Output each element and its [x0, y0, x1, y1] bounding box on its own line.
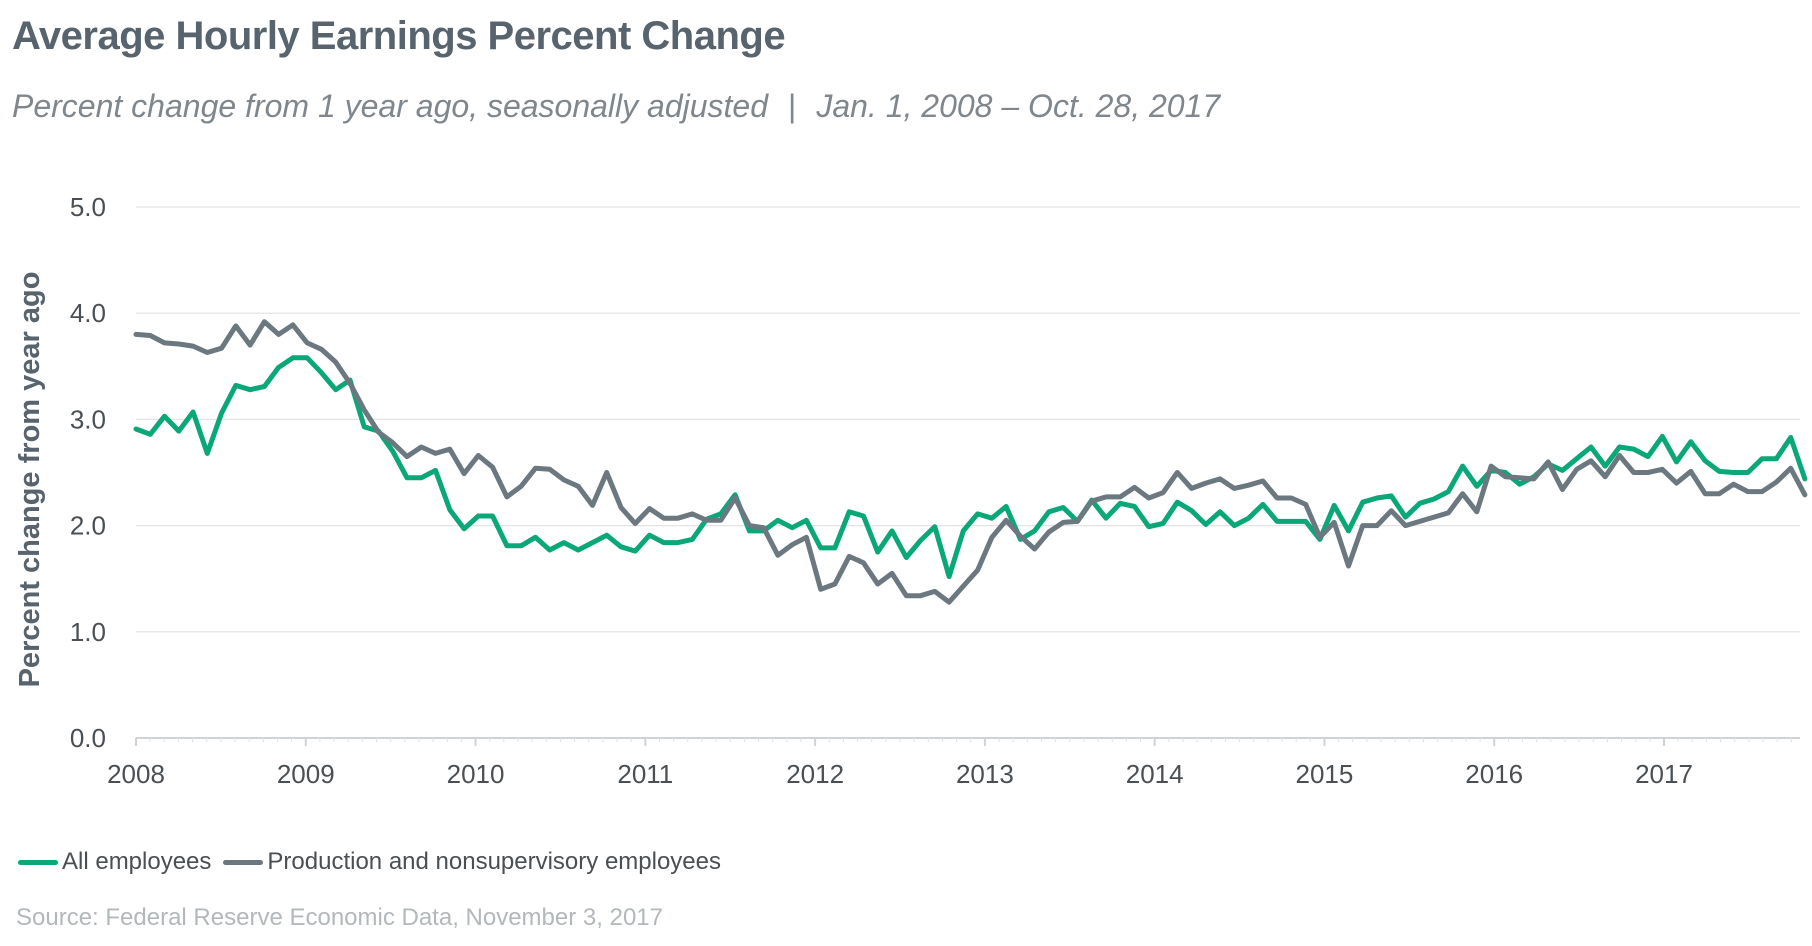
x-tick-label: 2014	[1126, 759, 1184, 789]
legend-item-all-employees[interactable]: All employees	[18, 848, 211, 876]
series-line-production-employees	[133, 319, 1808, 605]
y-tick-label: 2.0	[70, 511, 106, 541]
y-tick-label: 5.0	[70, 192, 106, 222]
legend-swatch-production-employees	[223, 859, 264, 865]
y-tick-label: 0.0	[70, 723, 106, 753]
chart-subtitle: Percent change from 1 year ago, seasonal…	[12, 88, 1220, 125]
y-axis-label: Percent change from year ago	[14, 272, 46, 688]
chart-title: Average Hourly Earnings Percent Change	[12, 14, 786, 58]
subtitle-date-range: Jan. 1, 2008 – Oct. 28, 2017	[816, 88, 1221, 124]
x-tick-label: 2008	[107, 759, 165, 789]
x-tick-label: 2009	[277, 759, 335, 789]
x-tick-label: 2017	[1635, 759, 1693, 789]
legend-label-production-employees: Production and nonsupervisory employees	[267, 848, 722, 875]
x-tick-label: 2016	[1465, 759, 1523, 789]
subtitle-description: Percent change from 1 year ago, seasonal…	[12, 88, 769, 124]
y-tick-label: 3.0	[70, 404, 106, 434]
legend-label-all-employees: All employees	[62, 848, 212, 875]
legend-swatch-all-employees	[18, 859, 58, 865]
series-line-all-employees	[133, 355, 1808, 580]
x-tick-label: 2013	[956, 759, 1014, 789]
y-tick-label: 4.0	[70, 298, 106, 328]
x-tick-label: 2010	[447, 759, 505, 789]
legend-item-production-employees[interactable]: Production and nonsupervisory employees	[223, 848, 721, 876]
source-note: Source: Federal Reserve Economic Data, N…	[16, 904, 663, 931]
legend: All employees Production and nonsupervis…	[18, 848, 733, 876]
subtitle-separator: |	[788, 88, 797, 124]
x-tick-label: 2012	[786, 759, 844, 789]
x-tick-label: 2015	[1296, 759, 1354, 789]
y-tick-label: 1.0	[70, 617, 106, 647]
x-tick-label: 2011	[617, 759, 673, 789]
